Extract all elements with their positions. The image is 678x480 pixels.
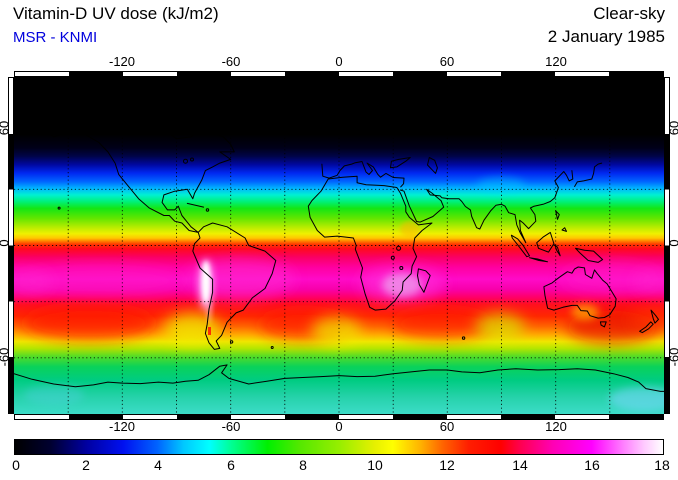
lakes-and-islands <box>57 157 466 349</box>
africa-coast <box>307 175 433 311</box>
colorbar-tick-label: 4 <box>154 457 162 473</box>
uv-colorbar <box>14 439 664 455</box>
borneo-coast <box>536 231 555 253</box>
lat-label-right: 60 <box>666 120 678 136</box>
antarctica-coast <box>14 364 664 392</box>
colorbar-tick-label: 0 <box>12 457 20 473</box>
colorbar-tick-label: 8 <box>299 457 307 473</box>
lat-label-left: 60 <box>0 120 12 136</box>
lat-label-left: -60 <box>0 347 12 367</box>
colorbar-tick-label: 18 <box>654 457 670 473</box>
tasmania-coast <box>599 321 607 328</box>
sky-condition-label: Clear-sky <box>593 4 665 23</box>
lon-label-top: 60 <box>439 54 455 69</box>
lon-label-top: -60 <box>221 54 241 69</box>
colorbar-tick-label: 2 <box>82 457 90 473</box>
cuba-coast <box>186 202 205 208</box>
colorbar-tick-label: 14 <box>512 457 528 473</box>
colorbar-tick-label: 6 <box>227 457 235 473</box>
north-america-coast <box>35 112 235 233</box>
plot-title: Vitamin-D UV dose (kJ/m2) <box>13 4 219 23</box>
colorbar-tick-label: 16 <box>584 457 600 473</box>
coastline-layer <box>14 112 664 392</box>
data-source-label: MSR - KNMI <box>13 29 98 46</box>
lon-label-top: 0 <box>335 54 343 69</box>
sulawesi-coast <box>554 244 561 257</box>
lat-label-left: 0 <box>0 239 12 246</box>
map-frame-top <box>14 71 664 77</box>
colorbar-tick-label: 12 <box>439 457 455 473</box>
europe-coast <box>321 161 405 188</box>
map-frame-bottom <box>14 414 664 420</box>
lon-label-bottom: 0 <box>335 419 343 434</box>
new-guinea-coast <box>575 247 604 263</box>
lat-label-right: 0 <box>667 239 678 246</box>
uv-dose-field <box>14 77 664 414</box>
arabia-asia-coast <box>399 170 574 244</box>
black-sea-coast <box>390 157 411 169</box>
java-coast <box>529 257 549 263</box>
lon-label-top: -120 <box>108 54 136 69</box>
lon-label-bottom: -60 <box>221 419 241 434</box>
caspian-sea-coast <box>427 157 438 174</box>
map-frame-right <box>664 77 670 414</box>
philippines-coast <box>555 210 567 232</box>
date-label: 2 January 1985 <box>547 27 665 46</box>
madagascar-coast <box>417 268 431 293</box>
sumatra-coast <box>510 234 530 258</box>
anomaly-layer <box>14 177 664 411</box>
lat-label-right: -60 <box>666 347 678 367</box>
lon-label-bottom: -120 <box>108 419 136 434</box>
lon-label-top: 120 <box>545 54 567 69</box>
australia-coast <box>543 266 617 319</box>
japan-coast <box>574 162 603 187</box>
world-uv-map <box>14 77 664 414</box>
lon-label-bottom: 120 <box>545 419 567 434</box>
lon-label-bottom: 60 <box>439 419 455 434</box>
new-zealand-coast <box>639 309 659 334</box>
colorbar-tick-label: 10 <box>367 457 383 473</box>
south-america-coast <box>192 222 277 350</box>
map-frame-left <box>8 77 14 414</box>
